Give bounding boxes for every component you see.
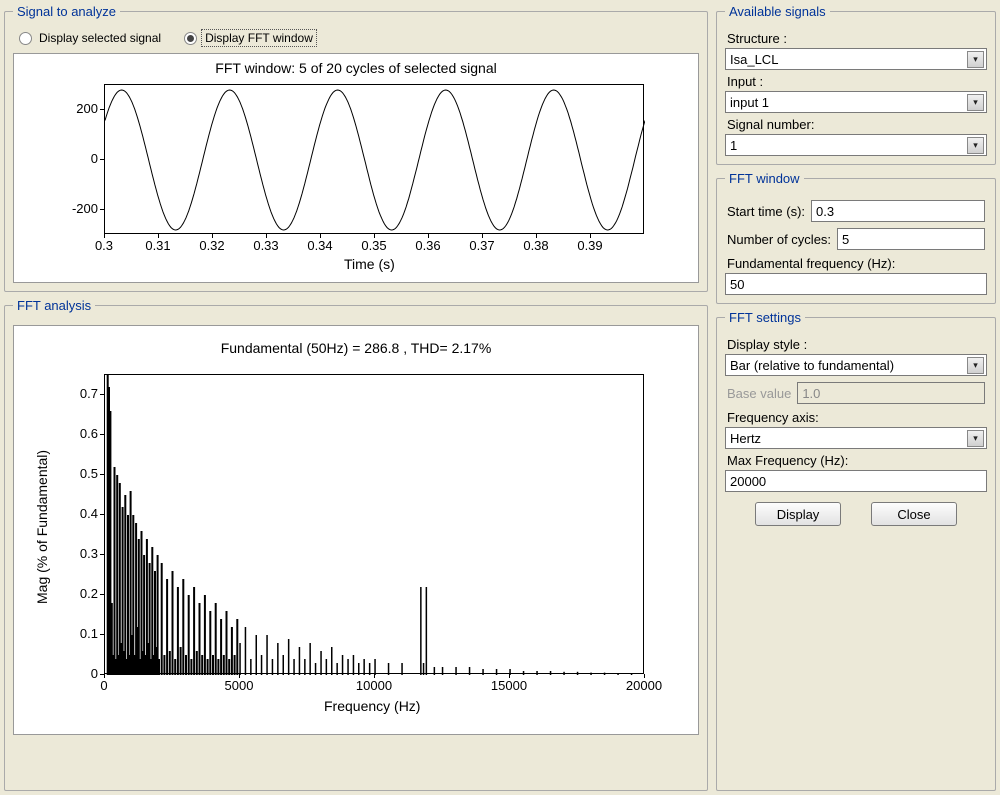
freq-axis-select[interactable]: Hertz [725,427,987,449]
close-button[interactable]: Close [871,502,957,526]
base-value-label: Base value [727,386,791,401]
signal-chart: FFT window: 5 of 20 cycles of selected s… [13,53,699,283]
radio-icon [19,32,32,45]
cycles-input[interactable] [837,228,985,250]
cycles-label: Number of cycles: [727,232,831,247]
fft-window-panel: FFT window Start time (s): Number of cyc… [716,171,996,304]
available-signals-legend: Available signals [725,4,830,19]
display-style-select[interactable]: Bar (relative to fundamental) [725,354,987,376]
fft-window-legend: FFT window [725,171,804,186]
signal-number-value: 1 [730,138,737,153]
base-value-input [797,382,985,404]
radio-label: Display FFT window [201,29,317,47]
input-select[interactable]: input 1 [725,91,987,113]
fft-settings-legend: FFT settings [725,310,805,325]
radio-icon [184,32,197,45]
fft-settings-panel: FFT settings Display style : Bar (relati… [716,310,996,791]
chevron-down-icon [967,94,984,111]
signal-analyze-legend: Signal to analyze [13,4,120,19]
fft-chart: Fundamental (50Hz) = 286.8 , THD= 2.17% … [13,325,699,735]
radio-display-fft[interactable]: Display FFT window [184,29,317,47]
display-style-label: Display style : [727,337,985,352]
fund-freq-input[interactable] [725,273,987,295]
signal-number-label: Signal number: [727,117,985,132]
freq-axis-value: Hertz [730,431,761,446]
fft-analysis-legend: FFT analysis [13,298,95,313]
radio-label: Display selected signal [36,30,164,46]
max-freq-label: Max Frequency (Hz): [727,453,985,468]
chevron-down-icon [967,51,984,68]
start-time-input[interactable] [811,200,985,222]
fft-analysis-panel: FFT analysis Fundamental (50Hz) = 286.8 … [4,298,708,791]
fund-freq-label: Fundamental frequency (Hz): [727,256,985,271]
structure-label: Structure : [727,31,985,46]
chevron-down-icon [967,137,984,154]
chevron-down-icon [967,430,984,447]
freq-axis-label: Frequency axis: [727,410,985,425]
chevron-down-icon [967,357,984,374]
input-label: Input : [727,74,985,89]
signal-number-select[interactable]: 1 [725,134,987,156]
input-value: input 1 [730,95,769,110]
radio-display-selected[interactable]: Display selected signal [19,30,164,46]
display-button[interactable]: Display [755,502,841,526]
signal-chart-title: FFT window: 5 of 20 cycles of selected s… [14,54,698,78]
fft-chart-title: Fundamental (50Hz) = 286.8 , THD= 2.17% [14,326,698,362]
display-style-value: Bar (relative to fundamental) [730,358,894,373]
structure-select[interactable]: Isa_LCL [725,48,987,70]
max-freq-input[interactable] [725,470,987,492]
available-signals-panel: Available signals Structure : Isa_LCL In… [716,4,996,165]
structure-value: Isa_LCL [730,52,778,67]
start-time-label: Start time (s): [727,204,805,219]
signal-analyze-panel: Signal to analyze Display selected signa… [4,4,708,292]
